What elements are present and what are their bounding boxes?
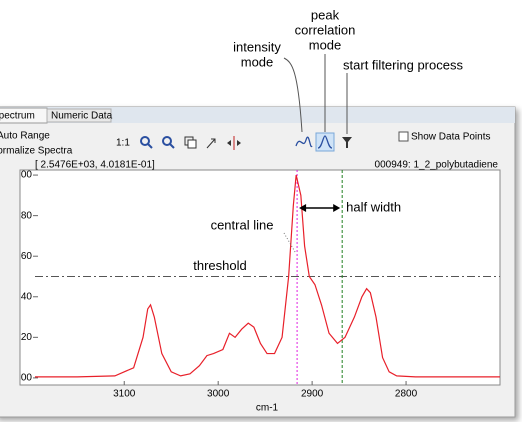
annotation: threshold (193, 258, 246, 273)
tab-label[interactable]: Numeric Data (51, 111, 113, 122)
spectrum-line (35, 174, 500, 378)
normalize[interactable]: Normalize Spectra (0, 146, 73, 157)
annotation: half width (346, 199, 401, 214)
expand[interactable] (206, 138, 216, 149)
y-tick-label: 0.00 (13, 373, 33, 384)
y-tick-label: 1.00 (13, 170, 33, 181)
annotation: central line (211, 217, 274, 232)
checkbox-label[interactable]: Show Data Points (411, 132, 491, 143)
callout (283, 57, 303, 133)
cursor[interactable] (227, 136, 241, 150)
sample-name: 000949: 1_2_polybutadiene (375, 160, 499, 171)
annotation: correlation (295, 22, 356, 37)
y-tick-label: 0.20 (13, 332, 33, 343)
y-tick-label: 0.40 (13, 291, 33, 302)
tab-bar (0, 107, 515, 123)
auto-range[interactable]: Auto Range (0, 131, 50, 142)
y-tick-label: 0.80 (13, 210, 33, 221)
checkbox[interactable] (398, 131, 409, 142)
zoom-in[interactable] (140, 136, 153, 149)
annotations (283, 54, 348, 134)
copy[interactable] (184, 136, 197, 149)
x-tick-label: 2900 (301, 389, 324, 400)
x-tick-label: 2800 (395, 389, 418, 400)
annotation: mode (241, 54, 274, 69)
plot: 0.00 0.20 0.40 0.60 0.80 1.00 (13, 170, 500, 385)
peak-icon (317, 135, 333, 149)
y-tick-label: 0.60 (13, 251, 33, 262)
tab-label[interactable]: Spectrum (0, 111, 35, 122)
annotation: peak (311, 7, 340, 22)
one-to-one[interactable]: 1:1 (116, 138, 130, 149)
zoom-out[interactable] (162, 136, 175, 149)
filter-button[interactable] (342, 137, 352, 148)
annotation: mode (309, 37, 342, 52)
x-axis-label: cm-1 (256, 403, 279, 414)
x-tick-label: 3100 (113, 389, 136, 400)
plot-area (19, 169, 501, 386)
annotation: intensity (233, 39, 281, 54)
cursor-readout: [ 2.5476E+03, 4.0181E-01] (35, 160, 155, 171)
x-tick-label: 3000 (207, 389, 230, 400)
callout (283, 232, 296, 253)
annotation: start filtering process (343, 57, 463, 72)
tab[interactable] (46, 108, 112, 123)
intensity-mode-button[interactable] (295, 136, 313, 148)
